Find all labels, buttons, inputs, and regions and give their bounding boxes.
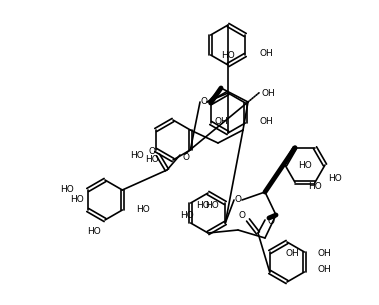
Text: O: O [200,98,207,106]
Text: O: O [238,211,246,221]
Text: HO: HO [60,185,74,195]
Text: OH: OH [214,117,228,127]
Text: OH: OH [317,265,331,275]
Text: HO: HO [205,202,219,210]
Text: OH: OH [259,48,273,58]
Text: OH: OH [285,249,299,259]
Text: O: O [149,146,155,156]
Text: HO: HO [130,152,144,160]
Text: O: O [183,152,190,162]
Text: HO: HO [308,182,322,191]
Text: HO: HO [221,51,235,59]
Text: HO: HO [197,200,210,210]
Text: HO: HO [70,195,84,203]
Text: HO: HO [328,174,342,183]
Text: OH: OH [259,117,273,125]
Text: O: O [235,196,241,204]
Text: OH: OH [262,89,276,99]
Text: OH: OH [317,249,331,259]
Text: HO: HO [180,211,194,221]
Text: HO: HO [298,160,312,170]
Text: HO: HO [136,206,150,214]
Text: HO: HO [87,227,101,235]
Text: O: O [268,217,274,227]
Text: HO: HO [145,156,159,164]
